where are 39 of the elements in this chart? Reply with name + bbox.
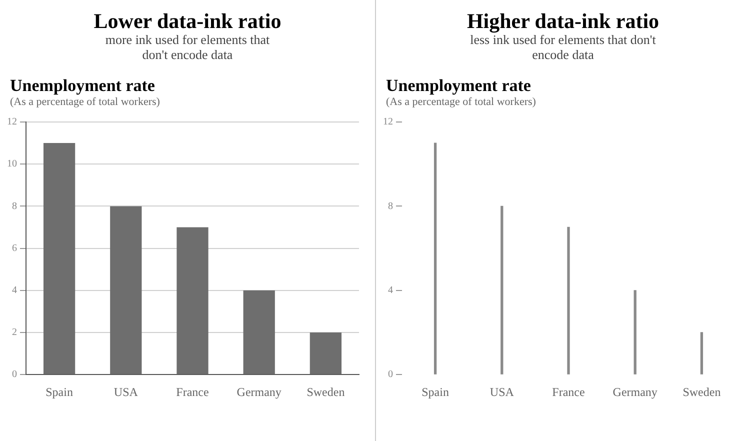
y-tick-label: 0 (388, 369, 393, 380)
y-tick-label: 10 (7, 158, 17, 170)
bar (310, 332, 342, 374)
y-tick-label: 6 (12, 242, 17, 254)
text: less ink used for elements that don't encode data (470, 32, 657, 62)
bar (176, 227, 208, 374)
y-tick-label: 12 (383, 116, 393, 128)
x-tick-label: Sweden (306, 384, 345, 399)
x-tick-label: Spain (422, 384, 449, 399)
text: more ink used for elements that don't encode data (104, 32, 271, 62)
text: Lower data-ink ratio (92, 9, 282, 33)
y-tick-label: 4 (388, 285, 393, 296)
x-tick-label: France (176, 384, 209, 399)
bar (243, 290, 275, 374)
x-tick-label: USA (490, 384, 514, 399)
bar (110, 206, 142, 374)
bar (43, 143, 76, 374)
bar (567, 226, 570, 374)
x-tick-label: France (552, 384, 585, 399)
x-tick-label: Sweden (682, 384, 721, 399)
chart-title: Unemployment rate (386, 76, 532, 95)
y-tick-label: 0 (12, 369, 17, 380)
x-tick-label: Germany (236, 384, 282, 399)
text: Higher data-ink ratio (466, 9, 660, 33)
x-tick-label: Spain (46, 384, 73, 399)
x-tick-label: Germany (612, 384, 658, 399)
y-tick-label: 4 (12, 285, 17, 296)
bar (434, 142, 437, 374)
x-tick-label: USA (114, 384, 138, 399)
bar (700, 332, 704, 374)
y-tick-label: 2 (12, 327, 17, 338)
bar (500, 206, 504, 374)
bar (634, 290, 636, 374)
y-tick-label: 8 (388, 200, 393, 212)
chart-title: Unemployment rate (10, 76, 156, 95)
y-tick-label: 8 (12, 200, 17, 212)
chart-subtitle: (As a percentage of total workers) (386, 95, 537, 109)
chart-subtitle: (As a percentage of total workers) (10, 95, 161, 109)
y-tick-label: 12 (7, 116, 17, 128)
